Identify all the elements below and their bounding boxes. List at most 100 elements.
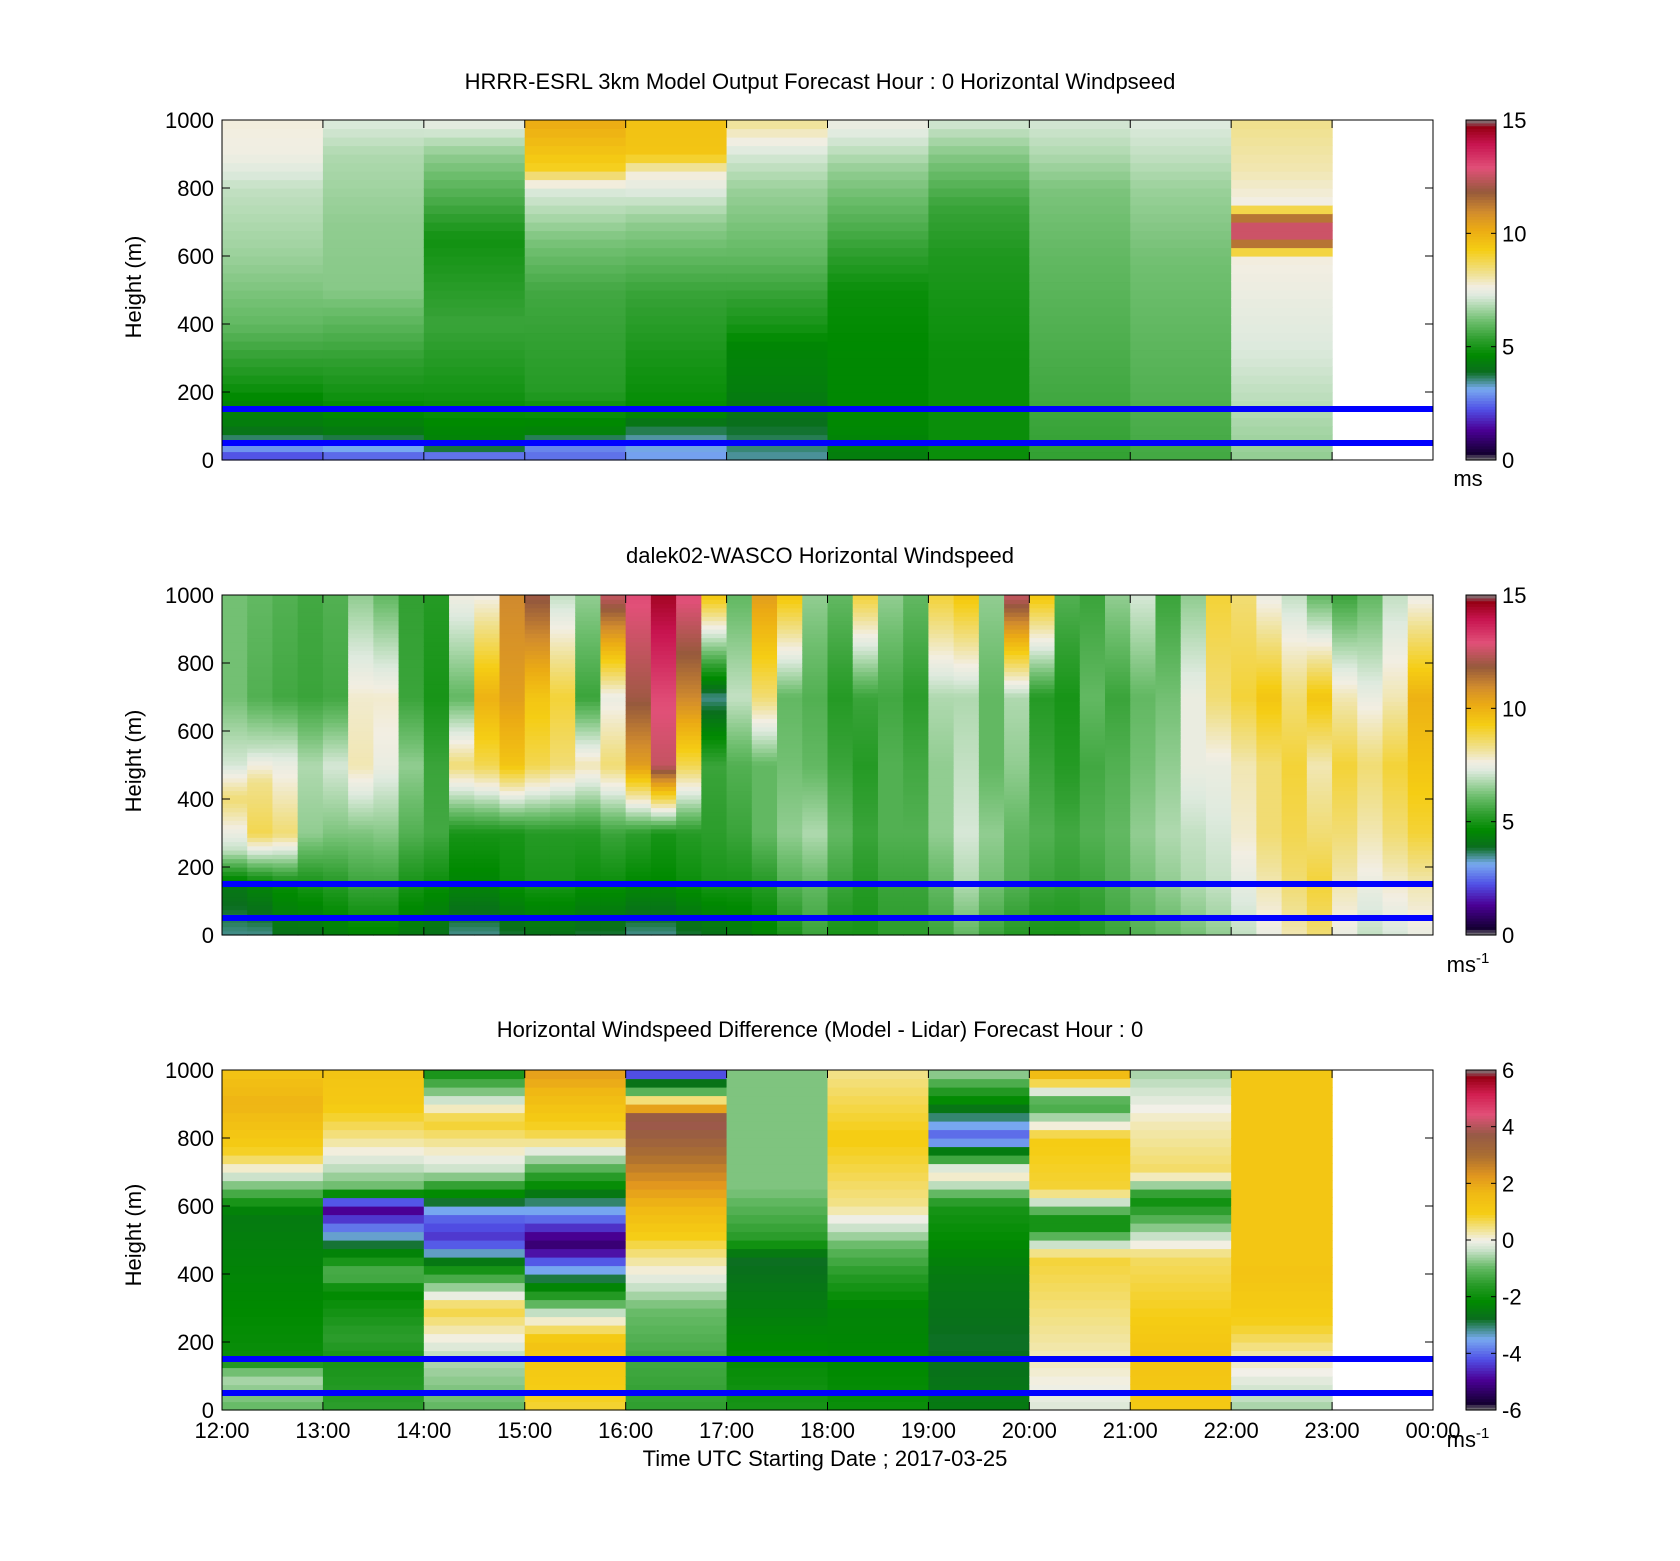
heat-cell: [1105, 892, 1131, 898]
heat-cell: [726, 366, 829, 376]
heat-cell: [650, 646, 677, 651]
heat-cell: [449, 616, 475, 622]
heat-cell: [625, 909, 652, 915]
heat-cell: [1332, 735, 1358, 741]
colorbar-segment: [1466, 779, 1496, 783]
heat-cell: [953, 726, 980, 732]
heat-cell: [1054, 799, 1081, 804]
heat-cell: [1357, 650, 1384, 656]
heat-cell: [1205, 692, 1232, 698]
heat-cell: [726, 1367, 829, 1377]
heat-cell: [777, 607, 803, 613]
heat-cell: [1231, 922, 1257, 928]
heat-cell: [928, 922, 955, 928]
heat-cell: [575, 667, 602, 673]
heat-cell: [676, 684, 702, 690]
heat-cell: [1105, 633, 1131, 639]
heat-cell: [1079, 735, 1106, 741]
heat-cell: [625, 875, 652, 881]
heat-cell: [802, 841, 829, 847]
heat-cell: [625, 714, 652, 719]
heat-cell: [373, 658, 400, 664]
heat-cell: [777, 624, 803, 630]
heat-cell: [222, 765, 248, 770]
heat-cell: [549, 620, 576, 626]
heat-cell: [852, 803, 879, 809]
heat-cell: [701, 607, 728, 613]
heat-cell: [1357, 820, 1384, 826]
heat-cell: [398, 909, 425, 915]
heat-cell: [449, 663, 475, 668]
heat-cell: [1306, 658, 1333, 664]
heat-cell: [1054, 599, 1081, 605]
heat-cell: [600, 773, 627, 779]
heat-cell: [802, 837, 829, 843]
heat-cell: [222, 743, 248, 749]
heat-cell: [676, 620, 702, 626]
heat-cell: [1306, 663, 1333, 668]
heat-cell: [272, 633, 299, 639]
heat-cell: [777, 629, 803, 634]
heat-cell: [877, 688, 904, 694]
heat-cell: [877, 637, 904, 643]
heat-cell: [373, 735, 400, 741]
heat-cell: [322, 896, 349, 902]
heat-cell: [449, 769, 475, 775]
colorbar-segment: [1466, 909, 1496, 913]
heat-cell: [852, 926, 879, 932]
heat-cell: [600, 862, 627, 868]
colorbar-segment: [1466, 142, 1496, 147]
colorbar-segment: [1466, 810, 1496, 814]
colorbar-tick-label: 15: [1502, 108, 1526, 133]
heat-cell: [802, 777, 829, 783]
heat-cell: [1029, 358, 1131, 368]
heat-cell: [625, 1384, 728, 1394]
heat-cell: [600, 735, 627, 741]
heat-cell: [903, 692, 930, 698]
heat-cell: [575, 595, 602, 600]
colorbar-segment: [1466, 236, 1496, 240]
heat-cell: [726, 1274, 829, 1284]
heat-cell: [1205, 841, 1232, 847]
heat-cell: [247, 824, 274, 830]
heat-cell: [1029, 264, 1131, 274]
colorbar-segment: [1466, 776, 1496, 780]
heat-cell: [953, 807, 980, 813]
heat-cell: [222, 794, 248, 800]
heat-cell: [423, 426, 526, 436]
colorbar-segment: [1466, 358, 1496, 362]
heat-cell: [1332, 607, 1358, 613]
heat-cell: [1231, 769, 1257, 775]
heat-cell: [1382, 731, 1409, 736]
heat-cell: [549, 816, 576, 821]
heat-cell: [928, 850, 955, 855]
heat-cell: [348, 743, 374, 749]
heat-cell: [852, 790, 879, 796]
heat-cell: [423, 298, 526, 308]
heat-cell: [903, 748, 930, 753]
heat-cell: [1130, 646, 1157, 651]
heat-cell: [247, 658, 274, 664]
heat-cell: [928, 820, 955, 826]
heat-cell: [1205, 637, 1232, 643]
heat-cell: [827, 358, 930, 368]
heat-cell: [1079, 807, 1106, 813]
heat-cell: [322, 646, 349, 651]
panel-lidar-windspeed: dalek02-WASCO Horizontal Windspeed Heigh…: [121, 543, 1526, 977]
heat-cell: [449, 922, 475, 928]
heat-cell: [852, 654, 879, 660]
heat-cell: [398, 769, 425, 775]
heat-cell: [827, 782, 854, 787]
heat-cell: [625, 607, 652, 613]
heat-cell: [600, 620, 627, 626]
heat-cell: [1079, 930, 1106, 936]
heat-cell: [1029, 1265, 1131, 1275]
heat-cell: [953, 697, 980, 702]
heat-cell: [827, 756, 854, 762]
heat-cell: [1407, 705, 1434, 711]
heat-cell: [322, 1359, 425, 1369]
heat-cell: [1357, 726, 1384, 732]
heat-cell: [549, 646, 576, 651]
colorbar-segment: [1466, 222, 1496, 226]
heat-cell: [827, 769, 854, 775]
